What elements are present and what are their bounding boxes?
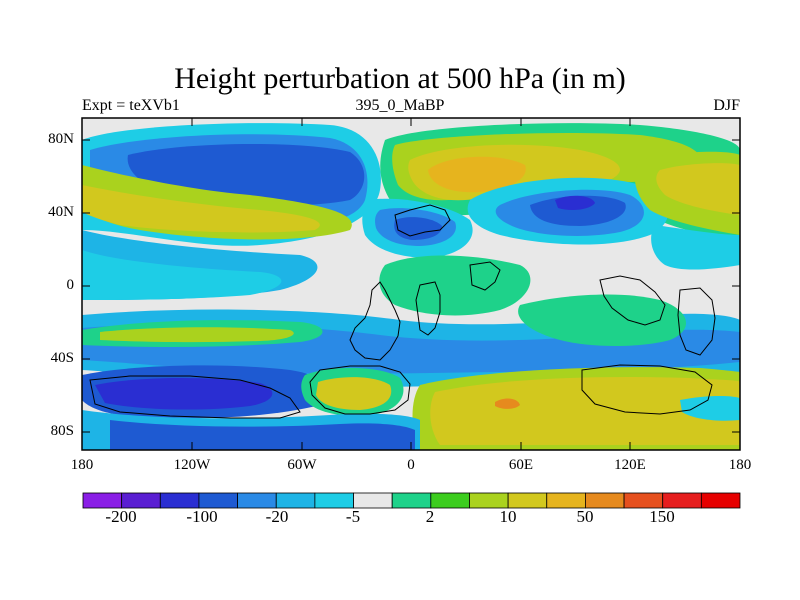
contour-north-east-high-peak: [428, 156, 526, 193]
lon-label-0: 0: [407, 457, 415, 473]
colorbar-swatch: [353, 492, 393, 509]
colorbar-swatch: [121, 492, 161, 509]
colorbar-swatch: [469, 492, 509, 509]
contour-field: [82, 118, 740, 450]
colorbar-swatch: [623, 492, 664, 509]
colorbar-label: 10: [499, 507, 517, 526]
lat-label-80s: 80S: [50, 423, 74, 439]
lat-label-0: 0: [66, 277, 75, 293]
colorbar-label: 2: [425, 507, 435, 526]
colorbar-swatch: [82, 492, 123, 509]
colorbar-swatch: [430, 492, 470, 509]
lat-ticks: [82, 139, 740, 433]
colorbar-swatch: [391, 492, 432, 509]
lon-label-60w: 60W: [287, 457, 317, 473]
colorbar-swatch: [159, 492, 200, 509]
contour-south-africa-green: [518, 294, 687, 346]
contour-eurasia-low-peak: [555, 195, 595, 211]
colorbar: [82, 492, 741, 509]
contour-indian-high-core: [430, 376, 740, 445]
colorbar-swatch: [237, 492, 277, 509]
contour-south-west-yellow: [100, 327, 294, 343]
lon-label-120e: 120E: [614, 457, 646, 473]
contour-pacific-north-high-core: [656, 163, 740, 215]
colorbar-label: -200: [105, 507, 137, 526]
colorbar-swatch: [198, 492, 238, 509]
contour-indian-high-peak: [495, 398, 520, 409]
colorbar-swatch: [314, 492, 354, 509]
contour-polar-low-inner: [110, 420, 415, 450]
lon-label-180-west: 180: [70, 457, 94, 473]
contour-tropic-green: [379, 255, 531, 316]
colorbar-swatch: [507, 492, 548, 509]
experiment-label: Expt = teXVb1: [82, 97, 180, 114]
colorbar-swatch: [662, 492, 702, 509]
colorbar-label: 50: [576, 507, 594, 526]
lon-label-60e: 60E: [508, 457, 534, 473]
contour-west-light: [82, 250, 282, 300]
lon-label-180-east: 180: [728, 457, 752, 473]
contour-east-cyan: [651, 225, 740, 270]
period-label: 395_0_MaBP: [355, 97, 445, 114]
lat-label-40s: 40S: [50, 350, 74, 366]
colorbar-label: 150: [649, 507, 675, 526]
contour-eurasia-low-core: [530, 195, 626, 226]
colorbar-label: -20: [265, 507, 289, 526]
colorbar-swatch: [546, 492, 586, 509]
lat-label-40n: 40N: [48, 204, 74, 220]
lon-ticks: [191, 118, 631, 450]
contour-south-pacific-low-core: [95, 377, 273, 410]
season-label: DJF: [713, 97, 740, 114]
map-title: Height perturbation at 500 hPa (in m): [174, 62, 626, 95]
lat-label-80n: 80N: [48, 131, 74, 147]
contour-atlantic-high-core: [316, 377, 392, 410]
contour-east-polar: [680, 395, 740, 421]
colorbar-label: -5: [345, 507, 361, 526]
colorbar-swatch: [585, 492, 625, 509]
colorbar-label: -100: [186, 507, 218, 526]
contour-north-west-high-inner: [82, 185, 320, 233]
colorbar-swatch: [275, 492, 316, 509]
coastlines: [89, 204, 716, 419]
colorbar-swatch: [700, 492, 741, 509]
lon-label-120w: 120W: [173, 457, 211, 473]
